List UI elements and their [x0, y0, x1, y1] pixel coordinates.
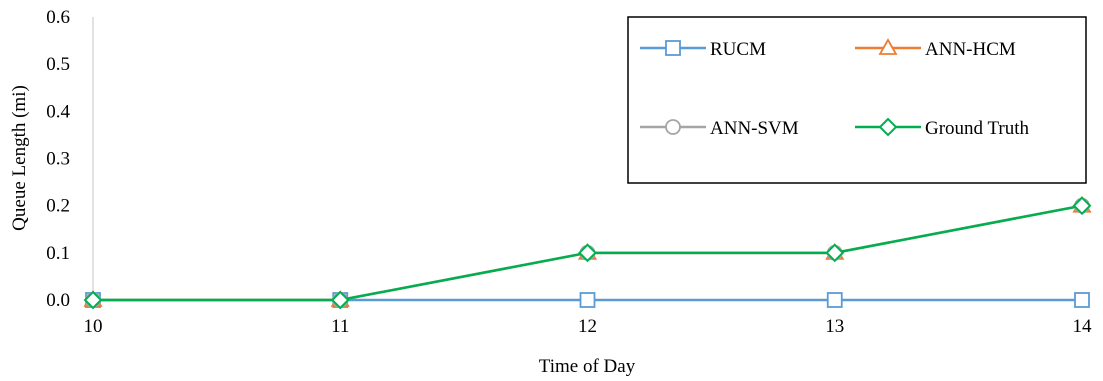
y-tick-label: 0.1: [46, 243, 70, 264]
legend-marker: [878, 38, 898, 55]
legend-item: ANN-SVM: [640, 118, 799, 139]
legend-label: ANN-HCM: [925, 39, 1016, 60]
x-tick-label: 10: [84, 316, 103, 337]
legend-marker: [665, 40, 681, 56]
y-tick-label: 0.4: [46, 101, 70, 122]
legend-label: RUCM: [710, 39, 766, 60]
legend-marker: [878, 117, 898, 137]
x-tick-label: 11: [331, 316, 349, 337]
y-tick-label: 0.5: [46, 54, 70, 75]
legend-item: Ground Truth: [855, 117, 1029, 139]
legend-frame: [627, 16, 1087, 184]
data-point: [1072, 196, 1092, 216]
data-point: [1074, 292, 1090, 308]
series-ground-truth: [83, 196, 1092, 310]
legend-marker: [665, 119, 681, 135]
legend-item: RUCM: [640, 39, 766, 60]
x-tick-label: 13: [825, 316, 844, 337]
legend-label: Ground Truth: [925, 118, 1029, 139]
data-point: [578, 243, 597, 263]
y-tick-label: 0.3: [46, 149, 70, 170]
data-point: [83, 290, 103, 310]
y-tick-label: 0.2: [46, 196, 70, 217]
y-axis-title: Queue Length (mi): [9, 85, 30, 231]
data-point: [825, 243, 845, 263]
y-tick-label: 0.6: [46, 7, 70, 28]
legend: RUCM ANN-HCM ANN-SVM Ground Truth: [627, 16, 1087, 184]
y-tick-labels: 0.0 0.1 0.2 0.3 0.4 0.5 0.6: [46, 7, 70, 311]
x-tick-label: 14: [1073, 316, 1093, 337]
data-point: [330, 290, 350, 310]
x-axis-title: Time of Day: [539, 356, 636, 377]
data-point: [826, 292, 843, 308]
series-layer: [83, 195, 1092, 310]
x-tick-labels: 10 11 12 13 14: [84, 316, 1093, 337]
legend-label: ANN-SVM: [710, 118, 799, 139]
data-point: [579, 292, 596, 308]
legend-item: ANN-HCM: [855, 38, 1016, 60]
y-tick-label: 0.0: [46, 290, 70, 311]
x-tick-label: 12: [578, 316, 597, 337]
